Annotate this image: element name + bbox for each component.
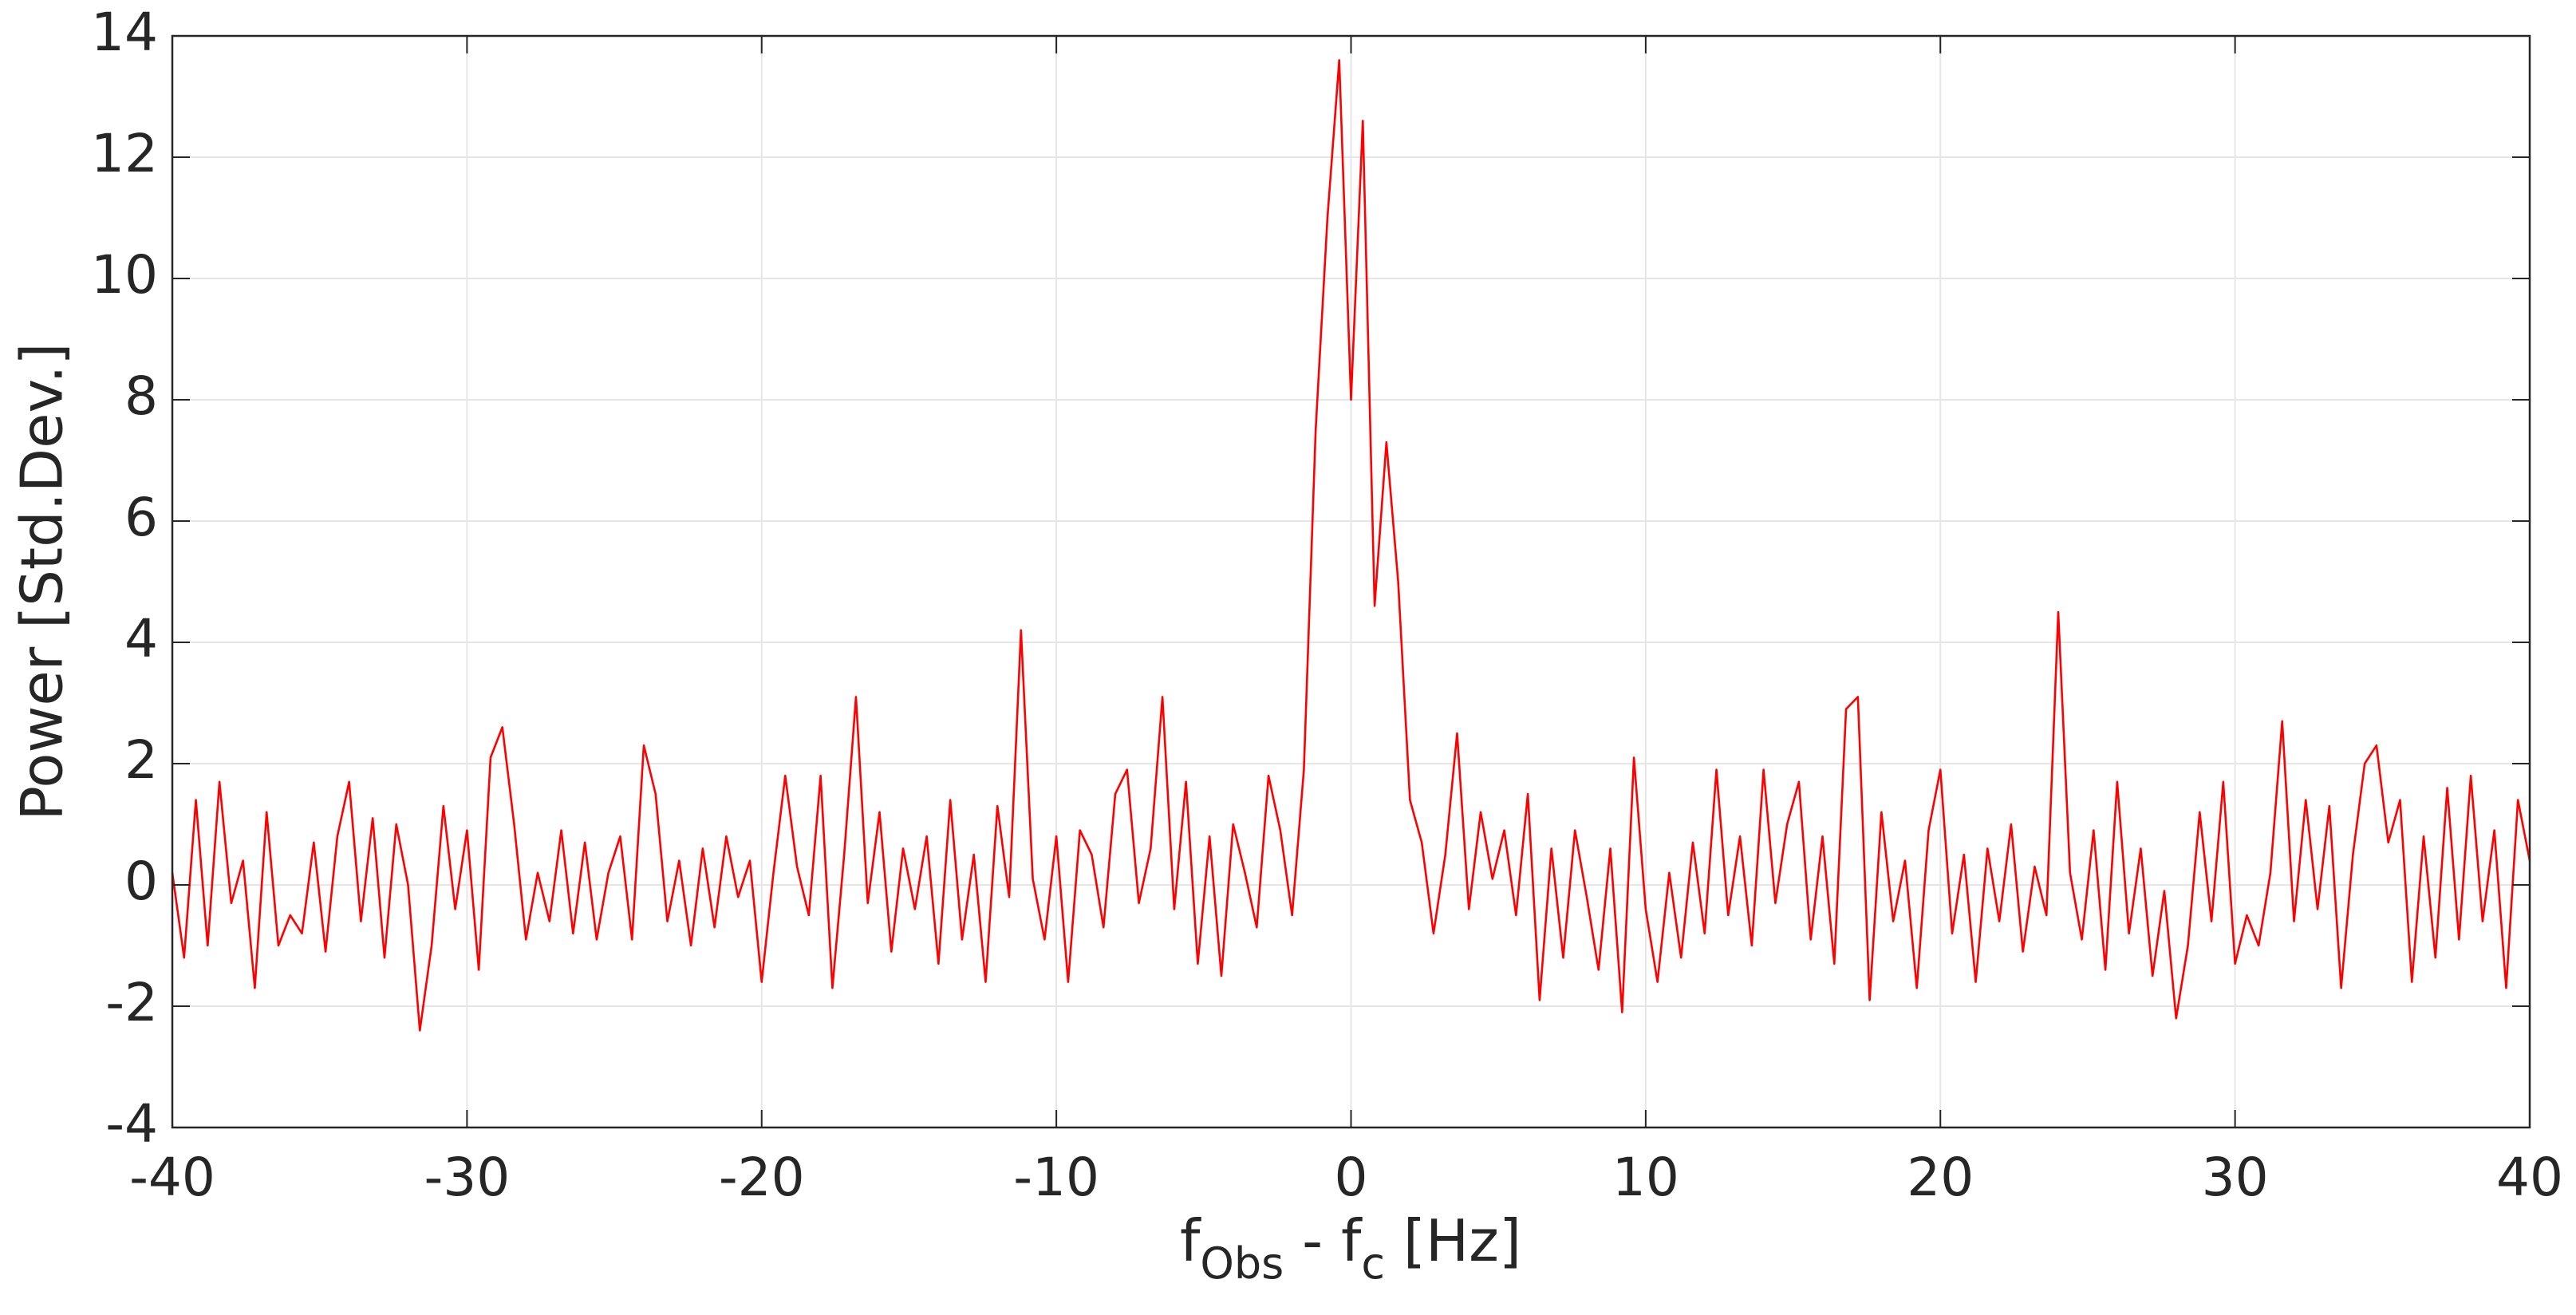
x-label-sub: c xyxy=(1361,1238,1385,1289)
y-tick-label: -2 xyxy=(105,972,158,1033)
x-tick-label: 0 xyxy=(1335,1147,1368,1208)
x-label-part: [Hz] xyxy=(1385,1207,1521,1274)
y-tick-label: 10 xyxy=(91,244,158,306)
x-tick-label: 30 xyxy=(2202,1147,2269,1208)
x-tick-label: -30 xyxy=(424,1147,510,1208)
x-tick-label: 40 xyxy=(2496,1147,2563,1208)
data-line xyxy=(171,59,2531,1032)
y-tick-label: 4 xyxy=(124,608,158,669)
y-axis-label: Power [Std.Dev.] xyxy=(9,343,76,821)
y-tick-label: 2 xyxy=(124,729,158,791)
y-tick-label: 8 xyxy=(124,365,158,427)
grid xyxy=(172,35,2531,1128)
x-axis-label: fObs - fc [Hz] xyxy=(1180,1207,1521,1289)
y-tick-label: 14 xyxy=(91,2,158,63)
y-tick-label: 6 xyxy=(124,487,158,548)
x-label-part: f xyxy=(1180,1207,1201,1274)
x-label-sub: Obs xyxy=(1200,1238,1284,1289)
y-tick-label: 12 xyxy=(91,123,158,184)
plot-area xyxy=(171,59,2531,1032)
x-tick-label: -40 xyxy=(129,1147,215,1208)
x-tick-label: -10 xyxy=(1013,1147,1099,1208)
y-tick-label: -4 xyxy=(105,1093,158,1155)
x-tick-label: -20 xyxy=(719,1147,805,1208)
x-tick-label: 10 xyxy=(1612,1147,1679,1208)
y-tick-label: 0 xyxy=(124,851,158,912)
x-tick-label: 20 xyxy=(1907,1147,1974,1208)
x-label-part: - f xyxy=(1284,1207,1363,1274)
